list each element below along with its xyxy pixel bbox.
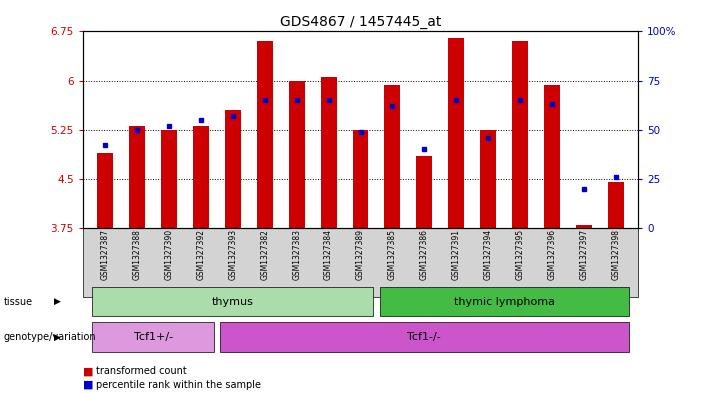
Bar xyxy=(288,81,305,228)
Bar xyxy=(97,152,113,228)
Bar xyxy=(448,38,464,228)
Bar xyxy=(225,110,241,228)
Text: percentile rank within the sample: percentile rank within the sample xyxy=(96,380,261,390)
Bar xyxy=(576,225,592,228)
Bar xyxy=(321,77,337,228)
Bar xyxy=(608,182,624,228)
Bar xyxy=(480,130,496,228)
Text: thymus: thymus xyxy=(212,297,254,307)
Text: ▶: ▶ xyxy=(54,297,61,306)
Bar xyxy=(129,127,145,228)
Bar xyxy=(161,130,177,228)
Text: thymic lymphoma: thymic lymphoma xyxy=(454,297,554,307)
Bar xyxy=(544,85,560,228)
Text: Tcf1-/-: Tcf1-/- xyxy=(407,332,441,342)
Text: ■: ■ xyxy=(83,366,94,376)
Bar xyxy=(193,127,209,228)
Text: ■: ■ xyxy=(83,380,94,390)
Bar xyxy=(512,41,528,228)
Text: ▶: ▶ xyxy=(54,332,61,342)
Text: genotype/variation: genotype/variation xyxy=(4,332,96,342)
Text: Tcf1+/-: Tcf1+/- xyxy=(133,332,172,342)
Bar xyxy=(416,156,433,228)
Bar xyxy=(257,41,273,228)
Bar xyxy=(384,85,400,228)
Bar xyxy=(353,130,368,228)
Text: transformed count: transformed count xyxy=(96,366,187,376)
Text: tissue: tissue xyxy=(4,297,32,307)
Title: GDS4867 / 1457445_at: GDS4867 / 1457445_at xyxy=(280,15,441,29)
